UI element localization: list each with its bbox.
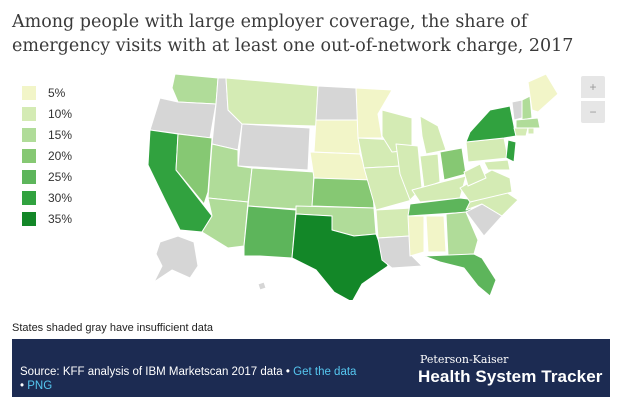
state-hawaii[interactable] bbox=[257, 281, 267, 291]
state-montana[interactable] bbox=[225, 77, 319, 127]
legend-swatch bbox=[22, 211, 36, 226]
state-north-dakota[interactable] bbox=[315, 85, 359, 121]
state-west-virginia[interactable] bbox=[463, 163, 487, 187]
legend: 5% 10% 15% 20% 25% 30% 35% bbox=[22, 82, 72, 229]
legend-item: 25% bbox=[22, 166, 72, 187]
legend-swatch bbox=[22, 148, 36, 163]
state-nebraska[interactable] bbox=[309, 151, 371, 183]
state-new-york[interactable] bbox=[465, 105, 517, 143]
legend-swatch bbox=[22, 169, 36, 184]
state-alaska[interactable] bbox=[153, 235, 199, 283]
legend-item: 30% bbox=[22, 187, 72, 208]
state-alabama[interactable] bbox=[425, 215, 447, 253]
state-colorado[interactable] bbox=[247, 167, 315, 211]
state-massachusetts[interactable] bbox=[515, 117, 541, 129]
state-maine[interactable] bbox=[527, 73, 559, 113]
zoom-in-button[interactable]: + bbox=[581, 76, 605, 98]
footer-banner: Source: KFF analysis of IBM Marketscan 2… bbox=[12, 339, 610, 397]
state-georgia[interactable] bbox=[445, 211, 479, 257]
state-wyoming[interactable] bbox=[237, 123, 311, 171]
state-vermont[interactable] bbox=[511, 99, 523, 121]
state-washington[interactable] bbox=[171, 73, 219, 105]
legend-item: 5% bbox=[22, 82, 72, 103]
state-minnesota[interactable] bbox=[355, 87, 393, 139]
state-new-jersey[interactable] bbox=[505, 139, 517, 163]
png-link[interactable]: PNG bbox=[27, 380, 53, 392]
legend-label: 10% bbox=[48, 106, 73, 121]
legend-item: 15% bbox=[22, 124, 72, 145]
legend-item: 10% bbox=[22, 103, 72, 124]
state-texas[interactable] bbox=[291, 213, 389, 300]
chart-title: Among people with large employer coverag… bbox=[12, 12, 574, 56]
state-arizona[interactable] bbox=[201, 197, 249, 249]
state-south-dakota[interactable] bbox=[313, 119, 361, 155]
brand-name-small: Peterson-Kaiser bbox=[420, 353, 509, 366]
state-virginia[interactable] bbox=[459, 169, 513, 203]
legend-swatch bbox=[22, 106, 36, 121]
state-arkansas[interactable] bbox=[375, 207, 413, 239]
footnote: States shaded gray have insufficient dat… bbox=[12, 322, 213, 334]
legend-item: 35% bbox=[22, 208, 72, 229]
legend-swatch bbox=[22, 127, 36, 142]
state-michigan[interactable] bbox=[419, 115, 447, 155]
legend-swatch bbox=[22, 190, 36, 205]
us-choropleth-map[interactable] bbox=[120, 70, 570, 300]
state-new-hampshire[interactable] bbox=[521, 95, 533, 121]
state-kansas[interactable] bbox=[311, 177, 375, 209]
state-ohio[interactable] bbox=[439, 147, 467, 181]
state-oregon[interactable] bbox=[149, 97, 217, 139]
legend-label: 5% bbox=[48, 85, 66, 100]
state-missouri[interactable] bbox=[363, 165, 413, 211]
legend-item: 20% bbox=[22, 145, 72, 166]
state-connecticut[interactable] bbox=[513, 127, 529, 137]
legend-label: 25% bbox=[48, 169, 73, 184]
legend-swatch bbox=[22, 85, 36, 100]
legend-label: 35% bbox=[48, 211, 73, 226]
state-maryland[interactable] bbox=[483, 159, 511, 171]
state-rhode-island[interactable] bbox=[527, 127, 535, 135]
state-indiana[interactable] bbox=[419, 153, 441, 189]
bullet-separator: • bbox=[20, 380, 25, 392]
state-mississippi[interactable] bbox=[407, 215, 425, 257]
legend-label: 20% bbox=[48, 148, 73, 163]
state-florida[interactable] bbox=[423, 253, 497, 297]
source-label: Source: KFF analysis of IBM Marketscan 2… bbox=[20, 366, 283, 378]
legend-label: 15% bbox=[48, 127, 73, 142]
brand-name-large: Health System Tracker bbox=[418, 367, 603, 386]
legend-label: 30% bbox=[48, 190, 73, 205]
state-new-mexico[interactable] bbox=[243, 205, 297, 259]
bullet-separator: • bbox=[285, 366, 290, 378]
zoom-out-button[interactable]: − bbox=[581, 101, 605, 123]
state-nevada[interactable] bbox=[175, 133, 213, 205]
source-text: Source: KFF analysis of IBM Marketscan 2… bbox=[20, 365, 380, 393]
get-the-data-link[interactable]: Get the data bbox=[293, 366, 357, 378]
